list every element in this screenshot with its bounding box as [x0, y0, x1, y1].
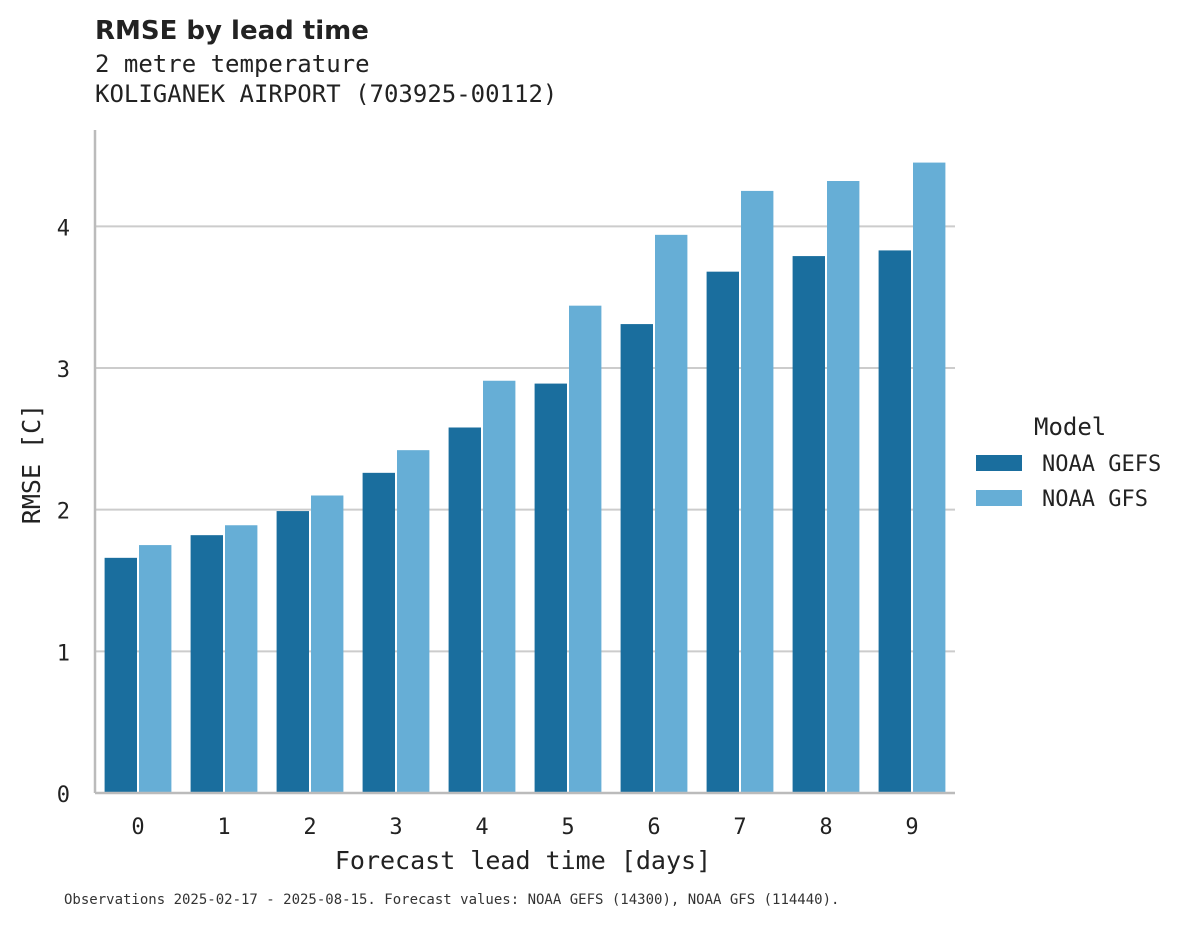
bar-noaa-gefs-9 [878, 250, 911, 793]
chart-subtitle-station: KOLIGANEK AIRPORT (703925-00112) [95, 80, 558, 108]
x-tick-label-4: 4 [475, 815, 488, 840]
legend-label-noaa-gfs: NOAA GFS [1042, 487, 1148, 512]
x-tick-label-3: 3 [389, 815, 402, 840]
legend-swatch-noaa-gefs [976, 455, 1022, 471]
bars [104, 162, 946, 794]
bar-noaa-gfs-2 [311, 495, 344, 793]
legend-label-noaa-gefs: NOAA GEFS [1042, 452, 1161, 477]
bar-noaa-gfs-8 [827, 181, 860, 793]
y-tick-label-4: 4 [57, 216, 70, 241]
y-tick-label-2: 2 [57, 500, 70, 525]
bar-noaa-gfs-3 [397, 450, 430, 793]
bar-noaa-gfs-9 [913, 162, 946, 794]
x-axis-label: Forecast lead time [days] [335, 846, 711, 875]
bar-noaa-gefs-5 [534, 383, 567, 793]
x-tick-label-6: 6 [647, 815, 660, 840]
bar-noaa-gfs-0 [139, 545, 172, 793]
x-tick-label-2: 2 [303, 815, 316, 840]
bar-noaa-gfs-6 [655, 234, 688, 794]
x-tick-label-0: 0 [131, 815, 144, 840]
gridlines [95, 225, 955, 653]
bar-noaa-gfs-5 [569, 305, 602, 793]
bar-noaa-gefs-2 [276, 511, 309, 793]
axes [93, 130, 955, 795]
y-axis-label: RMSE [C] [17, 404, 46, 524]
bar-noaa-gefs-7 [706, 271, 739, 794]
bar-noaa-gefs-4 [448, 427, 481, 793]
x-tick-label-8: 8 [819, 815, 832, 840]
legend: Model NOAA GEFS NOAA GFS [976, 413, 1161, 512]
bar-noaa-gfs-7 [741, 190, 774, 793]
bar-noaa-gfs-1 [225, 525, 258, 793]
chart-subtitle-variable: 2 metre temperature [95, 50, 370, 78]
bar-noaa-gefs-0 [104, 557, 137, 793]
bar-noaa-gefs-3 [362, 472, 395, 793]
bar-noaa-gefs-1 [190, 535, 223, 793]
x-tick-label-1: 1 [217, 815, 230, 840]
legend-swatch-noaa-gfs [976, 490, 1022, 506]
x-tick-label-7: 7 [733, 815, 746, 840]
tick-labels: 0 1 2 3 4 0 1 2 3 4 5 6 7 8 9 [57, 216, 919, 840]
chart-title: RMSE by lead time [95, 16, 369, 46]
bar-noaa-gfs-4 [483, 380, 516, 793]
y-tick-label-0: 0 [57, 783, 70, 808]
footnote: Observations 2025-02-17 - 2025-08-15. Fo… [64, 892, 840, 908]
bar-noaa-gefs-6 [620, 324, 653, 793]
bar-noaa-gefs-8 [792, 256, 825, 793]
y-tick-label-3: 3 [57, 358, 70, 383]
y-tick-label-1: 1 [57, 641, 70, 666]
x-tick-label-5: 5 [561, 815, 574, 840]
x-tick-label-9: 9 [905, 815, 918, 840]
legend-title: Model [1034, 413, 1106, 441]
